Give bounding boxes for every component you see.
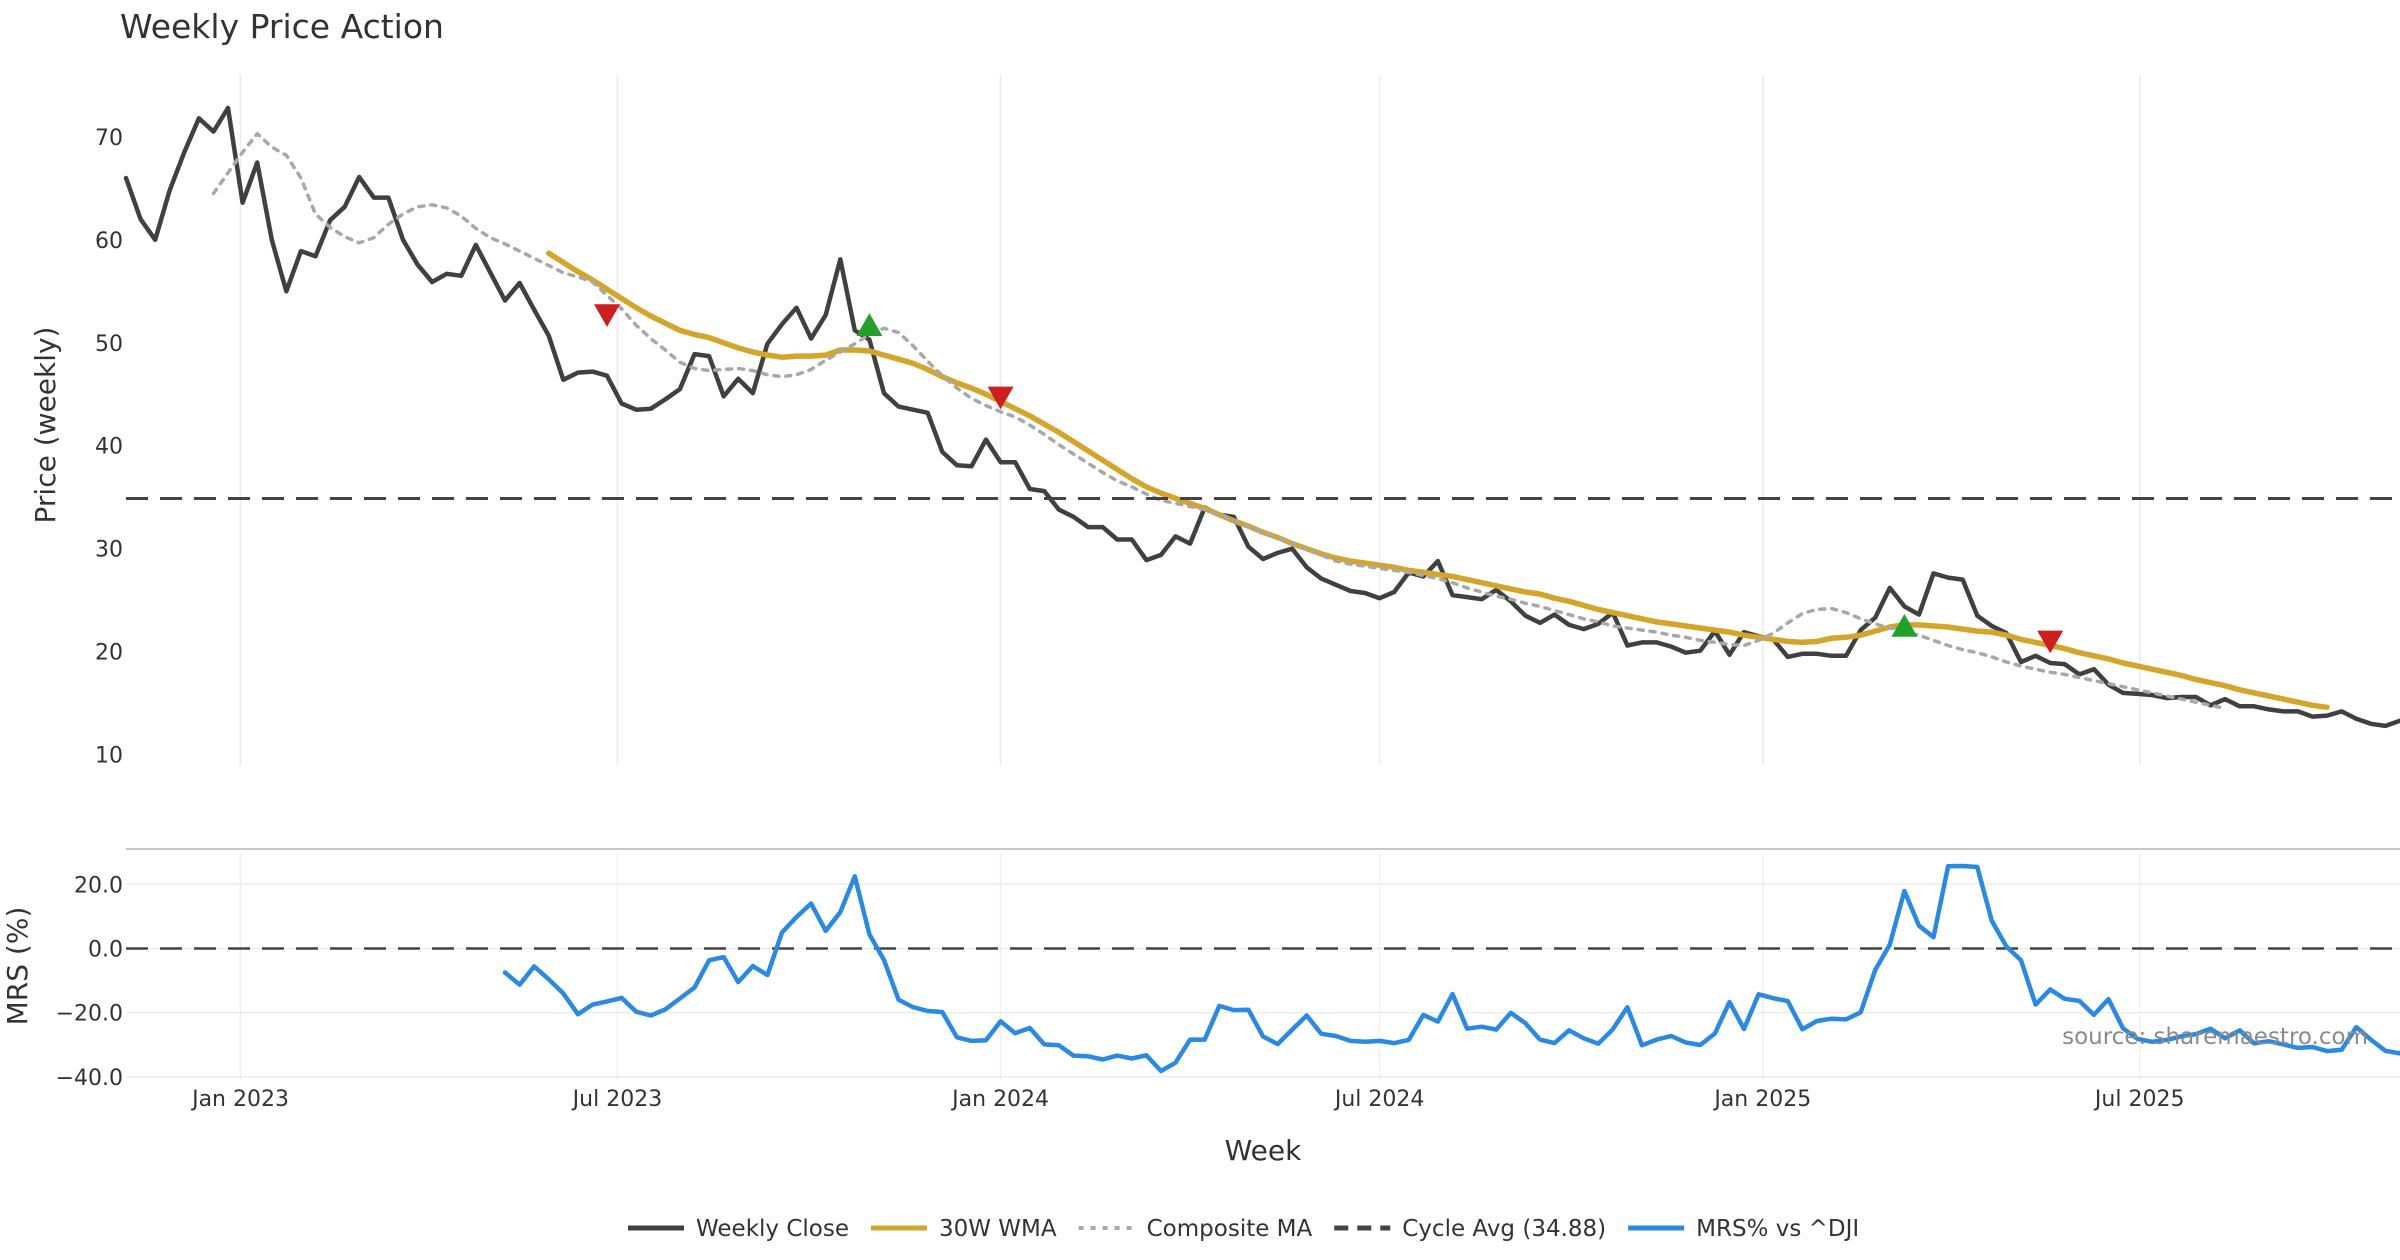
x-tick-label-jul-2024: Jul 2024 — [1333, 1087, 1425, 1112]
mrs-panel: −40.0 −20.0 0.0 20.0 MRS (%) source: sharem… — [1, 848, 2400, 1091]
price-y-tick-40: 40 — [95, 435, 123, 460]
price-y-ticks: 10 20 30 40 50 60 70 — [95, 126, 123, 769]
price-panel: 10 20 30 40 50 60 70 Price (weekly) — [29, 75, 2400, 769]
signal-markers — [594, 304, 2064, 654]
sell-signal-marker-3 — [987, 386, 1014, 410]
mrs-y-tick-2: 0.0 — [88, 937, 123, 962]
x-tick-label-jan-2025: Jan 2025 — [1712, 1087, 1811, 1112]
price-y-axis-label: Price (weekly) — [29, 327, 62, 524]
legend-label-30w-wma: 30W WMA — [939, 1216, 1057, 1242]
mrs-y-tick-3: 20.0 — [74, 873, 123, 898]
legend: Weekly Close 30W WMA Composite MA Cycle Avg… — [628, 1216, 1859, 1242]
x-axis-label: Week — [1225, 1134, 1302, 1167]
mrs-y-ticks: −40.0 −20.0 0.0 20.0 — [56, 873, 123, 1090]
price-series — [123, 105, 2400, 729]
source-note: source: sharemaestro.com — [2062, 1024, 2368, 1050]
price-gridlines — [239, 75, 2141, 765]
legend-label-cycle-avg-34-88: Cycle Avg (34.88) — [1402, 1216, 1606, 1242]
legend-label-weekly-close: Weekly Close — [696, 1216, 849, 1242]
price-y-tick-70: 70 — [95, 126, 123, 151]
price-y-tick-10: 10 — [95, 744, 123, 769]
legend-label-composite-ma: Composite MA — [1147, 1216, 1313, 1242]
buy-signal-marker-2 — [856, 313, 883, 336]
buy-signal-marker-4 — [1891, 614, 1918, 637]
series-line-mrs-vs-dji — [502, 863, 2400, 1074]
chart-title: Weekly Price Action — [120, 7, 444, 46]
x-tick-label-jan-2024: Jan 2024 — [950, 1087, 1049, 1112]
mrs-y-tick-1: −20.0 — [56, 1002, 123, 1027]
legend-label-mrs-vs-dji: MRS% vs ^DJI — [1696, 1216, 1859, 1242]
mrs-y-axis-label: MRS (%) — [1, 907, 34, 1026]
mrs-gridlines — [126, 853, 2400, 1080]
x-tick-label-jul-2025: Jul 2025 — [2093, 1087, 2185, 1112]
price-y-tick-60: 60 — [95, 229, 123, 254]
series-line-composite-ma — [211, 131, 2227, 711]
sell-signal-marker-1 — [594, 304, 620, 327]
x-tick-label-jul-2023: Jul 2023 — [571, 1087, 663, 1112]
price-y-tick-20: 20 — [95, 641, 123, 666]
price-y-tick-50: 50 — [95, 332, 123, 357]
mrs-y-tick-0: −40.0 — [56, 1066, 123, 1091]
mrs-series — [502, 863, 2400, 1074]
sell-signal-marker-5 — [2037, 630, 2064, 654]
x-tick-label-jan-2023: Jan 2023 — [190, 1087, 289, 1112]
price-y-tick-30: 30 — [95, 538, 123, 563]
x-axis-ticks: Jan 2023 Jul 2023 Jan 2024 Jul 2024 Jan 2025… — [190, 1087, 2184, 1112]
series-line-30w-wma — [545, 250, 2330, 711]
series-line-weekly-close — [123, 105, 2400, 729]
